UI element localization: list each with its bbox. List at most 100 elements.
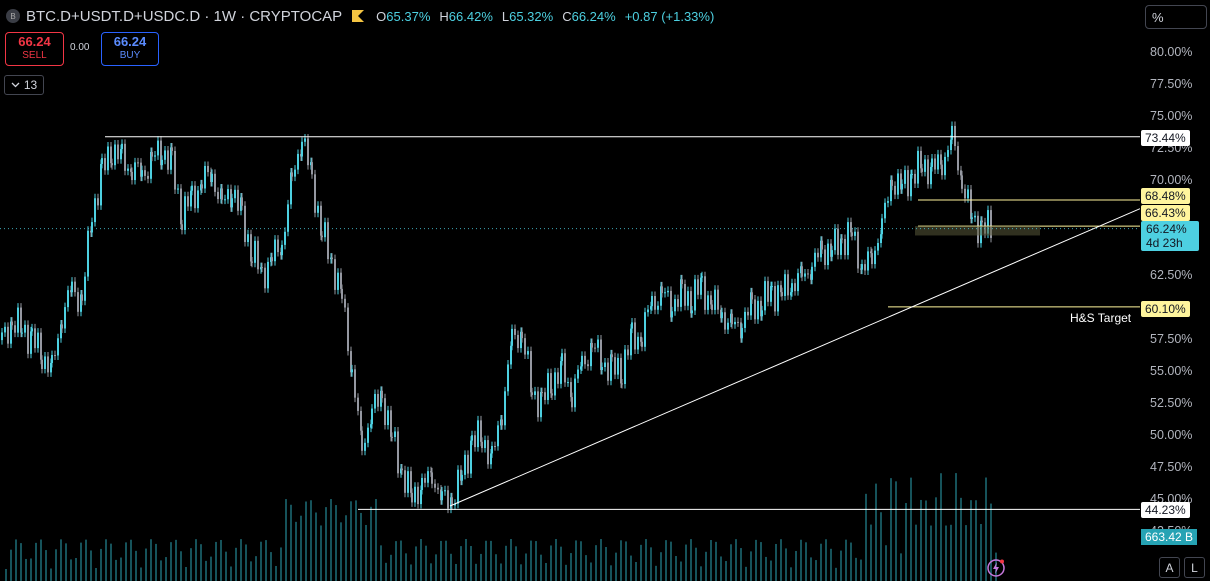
volume-bar [240, 539, 242, 581]
candle-body [424, 477, 426, 483]
volume-bar [425, 545, 427, 581]
volume-bar [35, 542, 37, 581]
volume-bar [960, 497, 962, 581]
candle-body [637, 336, 639, 350]
candle-body [891, 179, 893, 186]
volume-bar [640, 544, 642, 581]
volume-bar [985, 477, 987, 581]
candle-body [900, 173, 902, 190]
volume-bar [450, 553, 452, 581]
level-label-44: 44.23% [1141, 502, 1190, 518]
open-value: 65.37% [386, 8, 431, 24]
chevron-down-icon [11, 82, 20, 88]
candle-body [814, 252, 816, 267]
candle-body [601, 367, 603, 371]
volume-bar [305, 501, 307, 581]
close-key: C [562, 8, 572, 24]
auto-scale-button[interactable]: A [1159, 557, 1180, 578]
volume-bar [505, 545, 507, 581]
y-axis-tick: 57.50% [1150, 332, 1193, 347]
log-scale-button[interactable]: L [1184, 557, 1205, 578]
volume-bar [400, 540, 402, 581]
candle-body [614, 357, 616, 375]
volume-bar [285, 499, 287, 581]
candle-body [684, 284, 686, 306]
candle-body [224, 199, 226, 201]
volume-bar [815, 560, 817, 581]
volume-bar [215, 541, 217, 581]
candle-body [160, 140, 162, 166]
volume-bar [760, 542, 762, 581]
candle-body [191, 185, 193, 191]
candle-body [414, 486, 416, 503]
volume-bar [920, 499, 922, 581]
y-axis-tick: 55.00% [1150, 364, 1193, 378]
candle-body [244, 205, 246, 243]
candle-body [701, 276, 703, 278]
symbol-logo-icon: B [6, 9, 20, 23]
sell-button[interactable]: 66.24 SELL [5, 32, 64, 66]
volume-bar [495, 554, 497, 581]
volume-bar [190, 548, 192, 581]
candle-body [321, 235, 323, 238]
candle-body [194, 185, 196, 209]
volume-bar [565, 564, 567, 581]
volume-bar [360, 512, 362, 581]
candle-body [57, 338, 59, 356]
volume-bar [200, 544, 202, 581]
candle-body [91, 222, 93, 233]
candle-body [651, 296, 653, 307]
candle-body [114, 144, 116, 166]
volume-bar [750, 551, 752, 581]
candle-body [427, 471, 429, 483]
candle-body [314, 174, 316, 213]
volume-bar [510, 539, 512, 581]
candle-body [291, 172, 293, 177]
y-axis-tick: 70.00% [1150, 172, 1193, 187]
volume-bar [700, 566, 702, 581]
volume-bar [120, 557, 122, 581]
candle-body [284, 231, 286, 245]
flag-icon[interactable] [352, 10, 365, 22]
candle-body [594, 347, 596, 349]
symbol-title[interactable]: BTC.D+USDT.D+USDC.D · 1W · CRYPTOCAP [26, 7, 343, 25]
volume-bar [375, 499, 377, 581]
indicators-toggle[interactable]: 13 [4, 75, 44, 95]
candle-body [534, 391, 536, 395]
volume-bar [220, 539, 222, 581]
replay-icon[interactable] [987, 559, 1005, 577]
volume-bar [955, 473, 957, 581]
volume-bar [60, 539, 62, 581]
candle-body [104, 158, 106, 171]
candle-body [530, 351, 532, 393]
candle-body [247, 234, 249, 243]
candle-body [841, 238, 843, 240]
candle-body [61, 324, 63, 329]
close-value: 66.24% [571, 8, 616, 24]
volume-bar [170, 542, 172, 581]
candle-body [770, 286, 772, 302]
candle-body [607, 362, 609, 381]
volume-bar [380, 545, 382, 581]
volume-bar [875, 483, 877, 581]
candle-body [197, 190, 199, 209]
candle-body [877, 243, 879, 251]
candle-body [1, 332, 3, 341]
level-label-68: 68.48% [1141, 188, 1190, 204]
candle-body [124, 143, 126, 171]
candle-body [917, 150, 919, 184]
volume-bar [980, 524, 982, 581]
candle-body [111, 163, 113, 166]
candle-body [707, 295, 709, 310]
candle-body [14, 325, 16, 333]
candle-body [940, 154, 942, 165]
scale-mode-select[interactable]: % [1145, 5, 1207, 29]
candle-body [610, 354, 612, 381]
candle-body [647, 309, 649, 313]
candle-body [650, 306, 652, 310]
volume-bar [500, 563, 502, 581]
buy-button[interactable]: 66.24 BUY [101, 32, 159, 66]
candle-body [941, 164, 943, 176]
volume-bar [385, 562, 387, 581]
